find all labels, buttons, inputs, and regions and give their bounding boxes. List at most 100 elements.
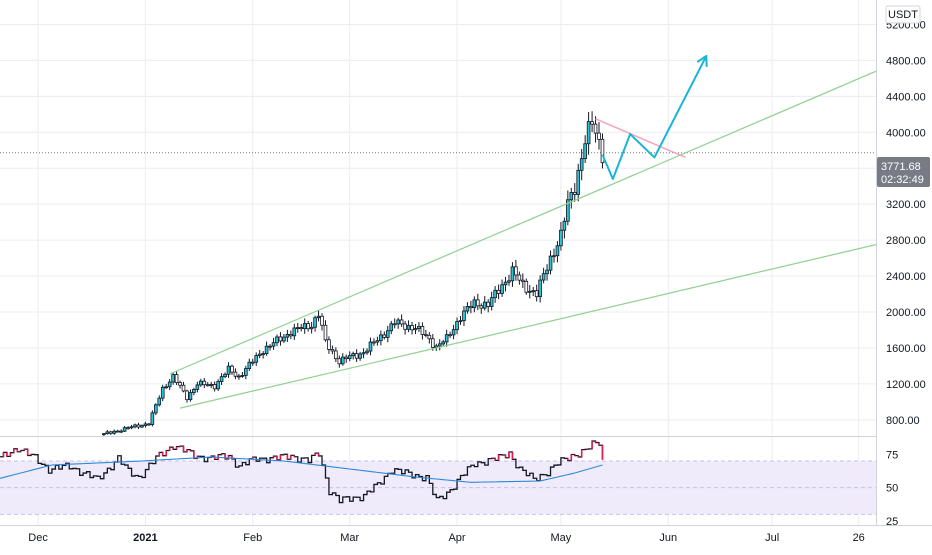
candle-body	[209, 384, 214, 386]
candle-body	[330, 349, 335, 352]
candle-body	[157, 397, 162, 406]
candle-body	[382, 334, 387, 338]
candle	[254, 352, 259, 366]
price-series	[102, 111, 605, 436]
candle-body	[143, 423, 148, 426]
time-tick-label: Feb	[243, 532, 262, 544]
candle-body	[496, 289, 501, 294]
candle-body	[108, 431, 113, 434]
currency-badge[interactable]: USDT	[885, 5, 921, 24]
time-tick-label: Apr	[448, 532, 465, 544]
candle	[289, 330, 293, 340]
channel-lower-line[interactable]	[179, 244, 876, 409]
candle	[417, 322, 421, 333]
candle	[119, 429, 123, 434]
currency-label: USDT	[888, 9, 918, 21]
candle	[479, 303, 484, 314]
candle	[133, 423, 137, 429]
candle-body	[334, 350, 338, 360]
candle-body	[385, 330, 390, 338]
candle-body	[392, 323, 397, 326]
candle	[230, 364, 234, 375]
candle-body	[538, 279, 542, 298]
candle-body	[424, 334, 428, 336]
projection-path[interactable]	[601, 55, 708, 181]
candle-body	[240, 375, 245, 377]
candle-body	[150, 412, 155, 425]
candle	[344, 354, 349, 363]
countdown-timer: 02:32:49	[881, 174, 924, 186]
candle-body	[337, 358, 342, 365]
candle-body	[167, 381, 172, 388]
candle-body	[579, 158, 584, 171]
candle	[192, 387, 196, 396]
candle-body	[586, 121, 591, 145]
flag-resistance-line[interactable]	[595, 118, 686, 159]
candle	[586, 112, 591, 155]
candle-body	[521, 279, 525, 282]
candle-body	[479, 305, 484, 309]
candle	[469, 300, 473, 314]
candle	[441, 339, 445, 347]
candle	[590, 111, 594, 133]
drawing-tools[interactable]	[169, 54, 876, 409]
candle-body	[354, 353, 359, 359]
price-tick-label: 1600.00	[886, 343, 926, 355]
candle-body	[140, 425, 144, 428]
time-tick-label: Mar	[340, 532, 359, 544]
candle-body	[247, 361, 252, 369]
candle	[285, 329, 290, 342]
candle	[250, 358, 255, 366]
candle	[559, 221, 563, 251]
candle	[552, 248, 556, 263]
candle-body	[327, 339, 331, 350]
candle	[579, 148, 584, 181]
candle-body	[593, 123, 598, 134]
candle	[181, 381, 186, 393]
candle-body	[545, 269, 549, 275]
candle-body	[413, 328, 418, 331]
candle-body	[323, 324, 328, 341]
candle-body	[410, 325, 414, 331]
candle	[323, 320, 328, 342]
candle-body	[299, 327, 304, 330]
candle-body	[455, 321, 459, 331]
candle	[105, 429, 110, 435]
candle-body	[112, 430, 117, 434]
candle	[545, 264, 549, 281]
projection-arrowhead[interactable]	[696, 54, 708, 67]
candle-body	[476, 299, 480, 307]
candle	[302, 318, 307, 334]
candle	[136, 422, 141, 429]
candle-body	[320, 315, 324, 326]
candle	[583, 135, 587, 164]
candle-body	[136, 424, 141, 428]
candle-body	[202, 380, 207, 386]
candle-body	[389, 323, 394, 332]
candle	[164, 384, 168, 389]
candle-body	[448, 334, 452, 337]
candle	[392, 318, 397, 329]
candle	[257, 350, 262, 359]
candle-body	[510, 266, 515, 282]
candle	[157, 395, 162, 407]
candle	[271, 337, 276, 350]
rsi-tick-label: 25	[886, 516, 898, 528]
candle-body	[437, 343, 442, 347]
candle	[292, 323, 297, 340]
candle-body	[417, 325, 421, 329]
candle	[129, 424, 134, 430]
candle-body	[358, 353, 362, 359]
candle	[431, 333, 435, 351]
candle	[448, 331, 452, 338]
channel-upper-line[interactable]	[169, 70, 876, 375]
candle	[437, 339, 442, 351]
candle-body	[181, 384, 186, 392]
candle	[368, 337, 373, 356]
candle-body	[122, 427, 127, 432]
candle	[295, 322, 300, 333]
candle-body	[548, 255, 553, 271]
candle-body	[590, 121, 594, 125]
